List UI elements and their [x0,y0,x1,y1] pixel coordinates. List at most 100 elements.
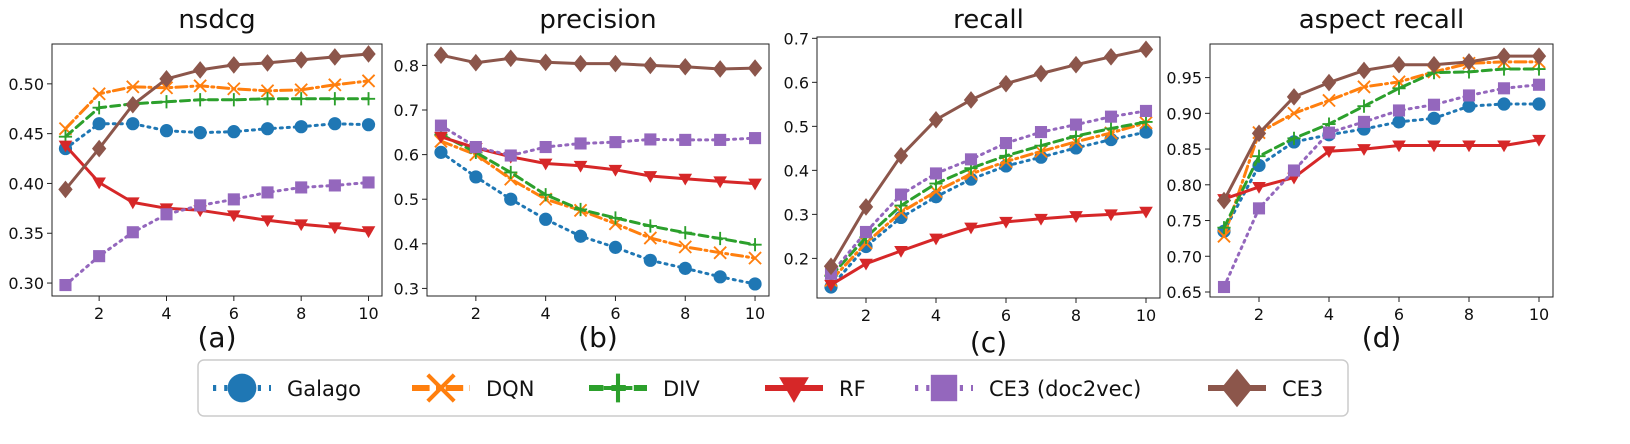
data-point [126,80,140,94]
data-point [573,160,588,173]
x-tick-label: 8 [680,304,690,323]
data-point [1217,280,1231,294]
data-point [1034,139,1048,153]
data-point [434,131,448,144]
legend-item-ce3: CE3 [1208,368,1323,408]
y-tick-label: 0.7 [394,101,419,120]
data-point [92,87,106,101]
data-point [678,240,692,254]
data-point [1322,93,1336,108]
data-point [574,137,587,150]
data-point [361,45,376,63]
data-point [1462,140,1476,153]
data-point [1104,121,1118,136]
data-point [193,61,208,79]
data-point [998,74,1014,93]
plot-frame [426,43,770,297]
legend-marker-square [930,374,958,402]
y-tick-label: 0.8 [394,56,419,75]
data-point [747,59,763,77]
data-point [193,79,207,93]
y-tick-label: 0.90 [1166,104,1202,123]
series-line [64,181,370,287]
data-point [1532,134,1546,147]
data-point [1034,213,1048,226]
data-point [1392,140,1406,153]
data-point [999,149,1013,163]
data-point [1069,211,1083,223]
data-point [713,246,727,260]
panel-label: (b) [578,321,618,354]
series-ce3-doc2vec [59,176,375,292]
data-point [295,181,308,194]
data-point [260,54,275,72]
data-point [964,153,978,166]
series-line [1222,102,1541,233]
legend-marker-circle [227,373,257,403]
y-tick-label: 0.7 [784,29,809,48]
data-point [1427,98,1441,111]
data-point [678,226,692,240]
data-point [929,167,943,180]
x-tick-label: 6 [229,304,239,323]
y-tick-label: 0.4 [394,235,419,254]
data-point [1321,73,1337,92]
data-point [125,197,140,210]
data-point [503,49,518,68]
data-point [1217,221,1231,235]
data-point [859,258,873,271]
legend-label: CE3 (doc2vec) [989,377,1141,401]
series-line [64,144,370,233]
data-point [1392,115,1406,129]
data-point [823,257,839,276]
series-rf [58,140,376,239]
data-point [227,125,241,139]
data-point [539,188,553,202]
data-point [469,140,482,154]
data-point [573,202,588,217]
series-dqn [1217,55,1546,243]
data-point [58,140,73,153]
data-point [504,149,517,162]
data-point [713,270,727,284]
data-point [1532,97,1546,111]
data-point [93,250,106,263]
data-point [1139,125,1153,139]
series-line [64,79,370,131]
data-point [894,245,908,258]
data-point [963,91,979,109]
legend-item-galago: Galago [213,373,361,403]
data-point [748,132,762,145]
data-point [1069,118,1083,131]
data-point [748,238,762,252]
x-tick-label: 10 [1529,305,1549,324]
x-tick-label: 8 [1071,306,1081,325]
data-point [193,126,207,140]
series-ce3-doc2vec [434,119,762,162]
y-tick-label: 0.4 [784,161,809,180]
legend-label: RF [839,377,866,401]
data-point [608,54,623,73]
y-tick-label: 0.5 [784,117,809,136]
series-div [434,127,762,252]
data-point [1216,191,1232,210]
series-line [829,210,1148,287]
panel-recall: recall 2 4 6 8 10 0.2 0.3 0.4 0.5 0.6 0.7 (c) [784,5,1161,359]
data-point [679,133,692,146]
y-tick-label: 0.40 [8,174,44,193]
data-point [504,165,518,180]
data-point [1496,47,1512,65]
data-point [1034,126,1048,139]
data-point [1322,126,1336,139]
data-point [361,92,376,106]
y-tick-label: 0.30 [8,274,44,293]
x-tick-label: 4 [1324,305,1334,324]
series-line [439,150,757,286]
data-point [58,180,73,199]
y-tick-label: 0.80 [1166,176,1202,195]
data-point [194,199,207,212]
data-point [608,211,623,225]
series-line [1222,54,1541,202]
panel-label: (a) [197,321,236,354]
data-point [260,84,275,98]
